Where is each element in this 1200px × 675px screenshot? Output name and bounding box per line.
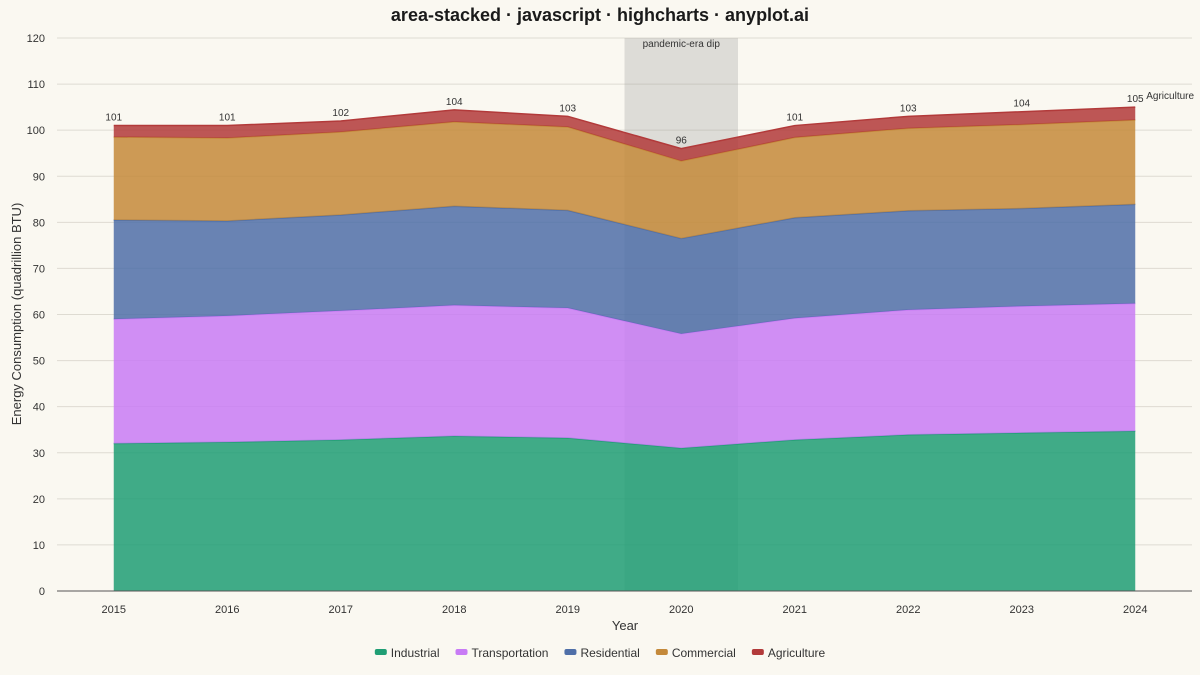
y-tick-label: 70 [33,263,45,275]
x-tick-label: 2016 [215,604,239,616]
legend-swatch [374,649,387,655]
legend-swatch [455,649,468,655]
legend-item-industrial[interactable]: Industrial [374,646,440,660]
legend-swatch [564,649,577,655]
x-tick-label: 2023 [1010,604,1034,616]
area-layer [113,106,1136,591]
legend-item-residential[interactable]: Residential [564,646,640,660]
y-tick-label: 10 [33,540,45,552]
y-tick-label: 40 [33,402,45,414]
x-tick-label: 2017 [329,604,353,616]
legend-label: Residential [580,646,639,660]
chart-title: area-stacked · javascript · highcharts ·… [391,5,809,25]
y-axis-title: Energy Consumption (quadrillion BTU) [9,203,24,426]
legend-label: Commercial [672,646,736,660]
x-tick-label: 2018 [442,604,466,616]
legend-item-commercial[interactable]: Commercial [655,646,736,660]
area-transportation[interactable] [113,303,1136,449]
y-tick-label: 60 [33,310,45,322]
legend-item-agriculture[interactable]: Agriculture [751,646,826,660]
y-tick-label: 120 [27,33,45,45]
area-agriculture[interactable] [113,107,1136,162]
y-tick-label: 0 [39,586,45,598]
total-label: 101 [105,113,122,124]
legend[interactable]: Industrial Transportation Residential Comme… [374,646,826,660]
legend-swatch [751,649,764,655]
x-tick-label: 2015 [102,604,126,616]
total-label: 101 [219,113,236,124]
y-tick-label: 110 [27,79,45,91]
total-label: 104 [1013,99,1030,110]
x-axis-title: Year [612,618,639,633]
line-agriculture [113,106,1136,150]
total-label: 105 [1127,94,1144,105]
total-label: 103 [900,103,917,114]
total-label: 102 [332,108,349,119]
area-commercial[interactable] [113,120,1136,239]
total-label: 96 [676,136,688,147]
x-tick-label: 2021 [783,604,807,616]
total-label: 101 [786,113,803,124]
y-tick-label: 90 [33,171,45,183]
x-tick-label: 2019 [556,604,580,616]
label-layer: pandemic-era dip 101 101 102 104 103 96 101 103 1… [105,39,1194,147]
x-tick-label: 2020 [669,604,693,616]
total-label: 104 [446,97,463,108]
legend-item-transportation[interactable]: Transportation [455,646,549,660]
series-end-label: Agriculture [1146,91,1194,102]
legend-label: Transportation [472,646,549,660]
legend-label: Industrial [391,646,440,660]
y-tick-label: 50 [33,356,45,368]
y-tick-label: 80 [33,217,45,229]
x-tick-label: 2024 [1123,604,1147,616]
legend-label: Agriculture [768,646,826,660]
band-label: pandemic-era dip [643,39,721,50]
axis-layer: 0 10 20 30 40 50 60 70 80 90 100 110 120 2015 2016 2017… [27,33,1192,616]
y-tick-label: 20 [33,494,45,506]
x-tick-label: 2022 [896,604,920,616]
area-residential[interactable] [113,204,1136,334]
legend-swatch [655,649,668,655]
total-label: 103 [559,103,576,114]
y-tick-label: 30 [33,448,45,460]
area-industrial[interactable] [113,431,1136,591]
y-tick-label: 100 [27,125,45,137]
